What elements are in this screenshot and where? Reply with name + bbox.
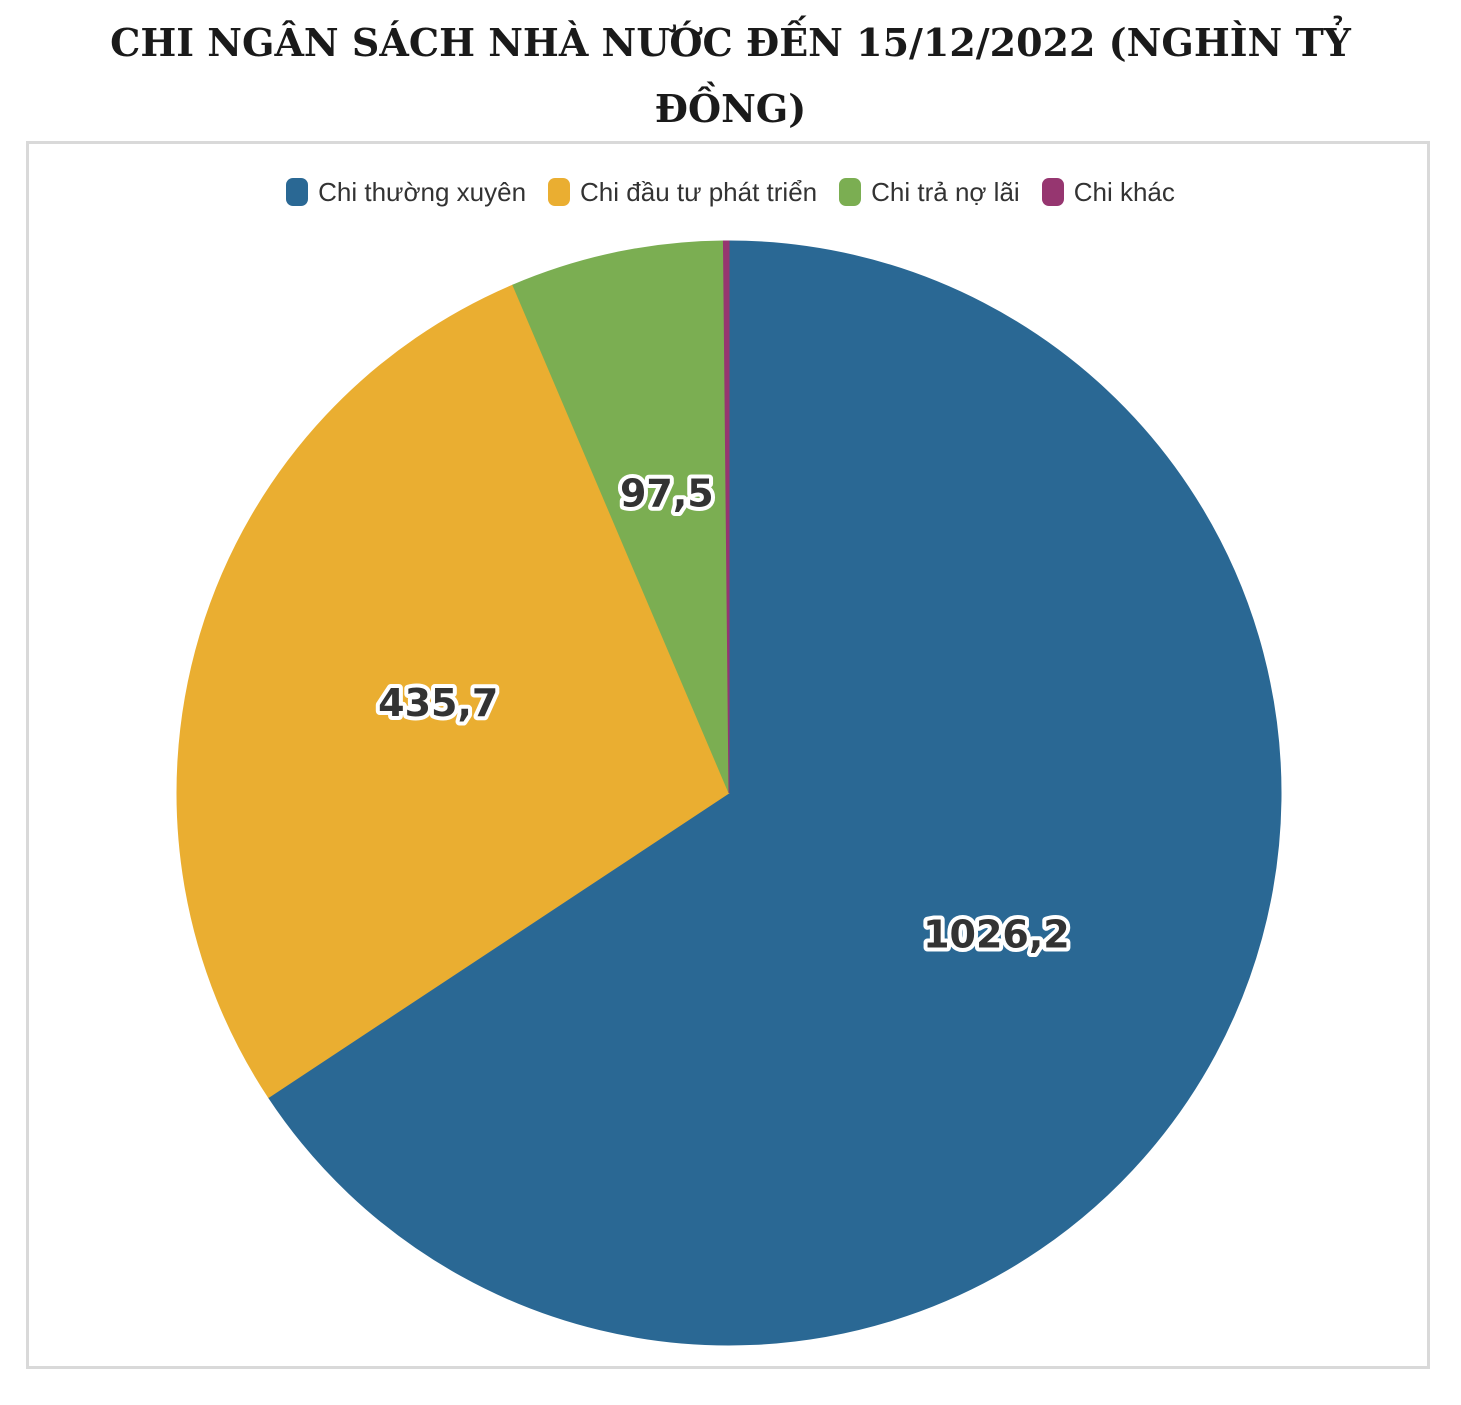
legend-label: Chi thường xuyên (318, 176, 527, 207)
legend-swatch (839, 178, 862, 206)
chart-title-line-2: ĐỒNG) (654, 86, 807, 131)
slice-data-label-2: 97,5 (620, 471, 714, 515)
legend-swatch (548, 178, 571, 206)
legend-item-chi-khac[interactable]: Chi khác (1041, 176, 1175, 208)
legend-item-chi-thuong-xuyen[interactable]: Chi thường xuyên (286, 177, 526, 208)
pie-slice-2[interactable] (512, 240, 730, 794)
legend-label: Chi trả nợ lãi (871, 176, 1020, 207)
legend-swatch (286, 178, 309, 206)
chart-title-line-1: CHI NGÂN SÁCH NHÀ NƯỚC ĐẾN 15/12/2022 (N… (110, 20, 1351, 65)
legend-swatch (1041, 178, 1064, 206)
pie-slice-0[interactable] (267, 240, 1282, 1346)
legend-label: Chi đầu tư phát triển (580, 176, 818, 207)
slice-data-label-0: 1026,2 (923, 912, 1070, 956)
legend-item-chi-tra-no-lai[interactable]: Chi trả nợ lãi (839, 177, 1020, 208)
legend-item-chi-dau-tu-phat-trien[interactable]: Chi đầu tư phát triển (548, 177, 817, 208)
legend-label: Chi khác (1073, 176, 1175, 207)
chart-legend: Chi thường xuyên Chi đầu tư phát triển C… (0, 170, 1461, 214)
pie-slice-1[interactable] (176, 284, 730, 1099)
chart-title: CHI NGÂN SÁCH NHÀ NƯỚC ĐẾN 15/12/2022 (N… (0, 10, 1461, 142)
pie-slice-3[interactable] (722, 240, 730, 794)
slice-data-label-1: 435,7 (378, 681, 498, 725)
